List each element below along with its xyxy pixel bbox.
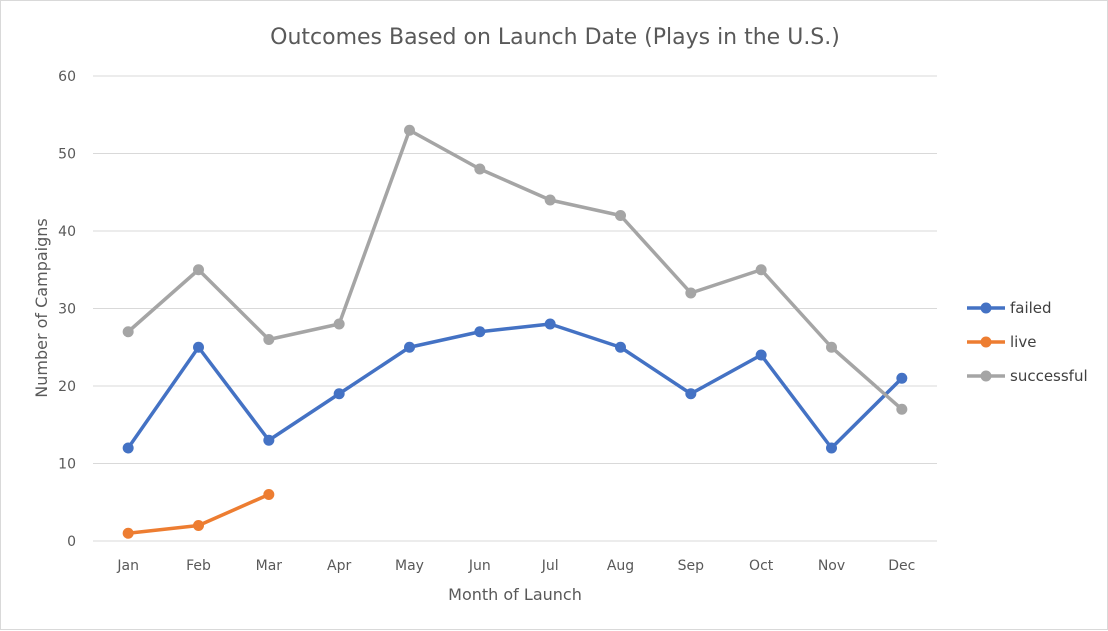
y-tick-label: 50 bbox=[58, 147, 76, 163]
data-point-successful bbox=[474, 163, 486, 175]
x-tick-label: Nov bbox=[818, 558, 845, 574]
x-tick-label: Jun bbox=[468, 558, 491, 574]
data-point-live bbox=[263, 489, 275, 500]
legend-label: live bbox=[1010, 333, 1036, 351]
x-tick-label: Jul bbox=[541, 558, 559, 574]
chart-title: Outcomes Based on Launch Date (Plays in … bbox=[270, 25, 840, 50]
data-point-successful bbox=[263, 334, 275, 345]
x-axis-ticks: Jan Feb Mar Apr May Jun Jul Aug Sep Oct Nov Dec bbox=[116, 558, 915, 574]
x-tick-label: Feb bbox=[186, 558, 211, 574]
y-tick-label: 30 bbox=[58, 302, 76, 318]
legend-swatch-marker bbox=[980, 336, 992, 348]
x-tick-label: Apr bbox=[327, 558, 351, 574]
legend-swatch-marker bbox=[980, 302, 992, 314]
data-point-successful bbox=[544, 194, 556, 206]
x-axis-title: Month of Launch bbox=[448, 585, 582, 604]
data-point-successful bbox=[826, 341, 837, 353]
x-tick-label: Dec bbox=[888, 558, 915, 574]
data-point-failed bbox=[826, 442, 837, 454]
legend-item-live: live bbox=[967, 333, 1036, 351]
data-point-successful bbox=[193, 264, 204, 276]
data-point-failed bbox=[544, 318, 556, 330]
data-point-failed bbox=[896, 372, 908, 384]
gridlines bbox=[93, 75, 937, 542]
data-point-failed bbox=[122, 442, 134, 454]
x-tick-label: Sep bbox=[678, 558, 705, 574]
legend-item-successful: successful bbox=[967, 367, 1088, 385]
data-point-successful bbox=[333, 318, 345, 330]
data-point-successful bbox=[685, 287, 697, 299]
x-tick-label: May bbox=[395, 558, 424, 574]
data-point-failed bbox=[193, 341, 204, 353]
data-point-failed bbox=[615, 341, 626, 353]
x-tick-label: Aug bbox=[607, 558, 634, 574]
legend: failed live successful bbox=[967, 299, 1088, 385]
y-tick-label: 60 bbox=[58, 69, 76, 85]
series-successful bbox=[122, 124, 908, 415]
x-tick-label: Jan bbox=[116, 558, 139, 574]
y-tick-label: 10 bbox=[58, 457, 76, 473]
data-point-successful bbox=[122, 326, 134, 338]
data-point-successful bbox=[404, 124, 415, 136]
y-axis-title: Number of Campaigns bbox=[32, 218, 51, 397]
series-line-failed bbox=[126, 322, 904, 450]
y-tick-label: 40 bbox=[58, 224, 76, 240]
data-point-live bbox=[193, 520, 204, 531]
series-lines bbox=[122, 124, 908, 539]
legend-label: failed bbox=[1010, 299, 1052, 317]
data-point-failed bbox=[333, 388, 345, 400]
data-point-failed bbox=[685, 388, 697, 400]
data-point-failed bbox=[404, 341, 415, 353]
series-failed bbox=[122, 318, 908, 454]
data-point-successful bbox=[755, 264, 767, 276]
x-tick-label: Oct bbox=[749, 558, 774, 574]
x-tick-label: Mar bbox=[256, 558, 283, 574]
data-point-successful bbox=[615, 210, 626, 221]
legend-label: successful bbox=[1010, 367, 1088, 385]
legend-swatch-marker bbox=[980, 370, 992, 382]
data-point-failed bbox=[755, 349, 767, 361]
data-point-failed bbox=[263, 434, 275, 446]
y-tick-label: 0 bbox=[67, 534, 76, 550]
series-line-successful bbox=[126, 128, 904, 411]
data-point-live bbox=[122, 527, 134, 539]
y-axis-ticks: 0 10 20 30 40 50 60 bbox=[58, 69, 76, 550]
data-point-successful bbox=[896, 403, 908, 415]
y-tick-label: 20 bbox=[58, 379, 76, 395]
series-live bbox=[122, 489, 275, 539]
legend-item-failed: failed bbox=[967, 299, 1052, 317]
data-point-failed bbox=[474, 326, 486, 338]
